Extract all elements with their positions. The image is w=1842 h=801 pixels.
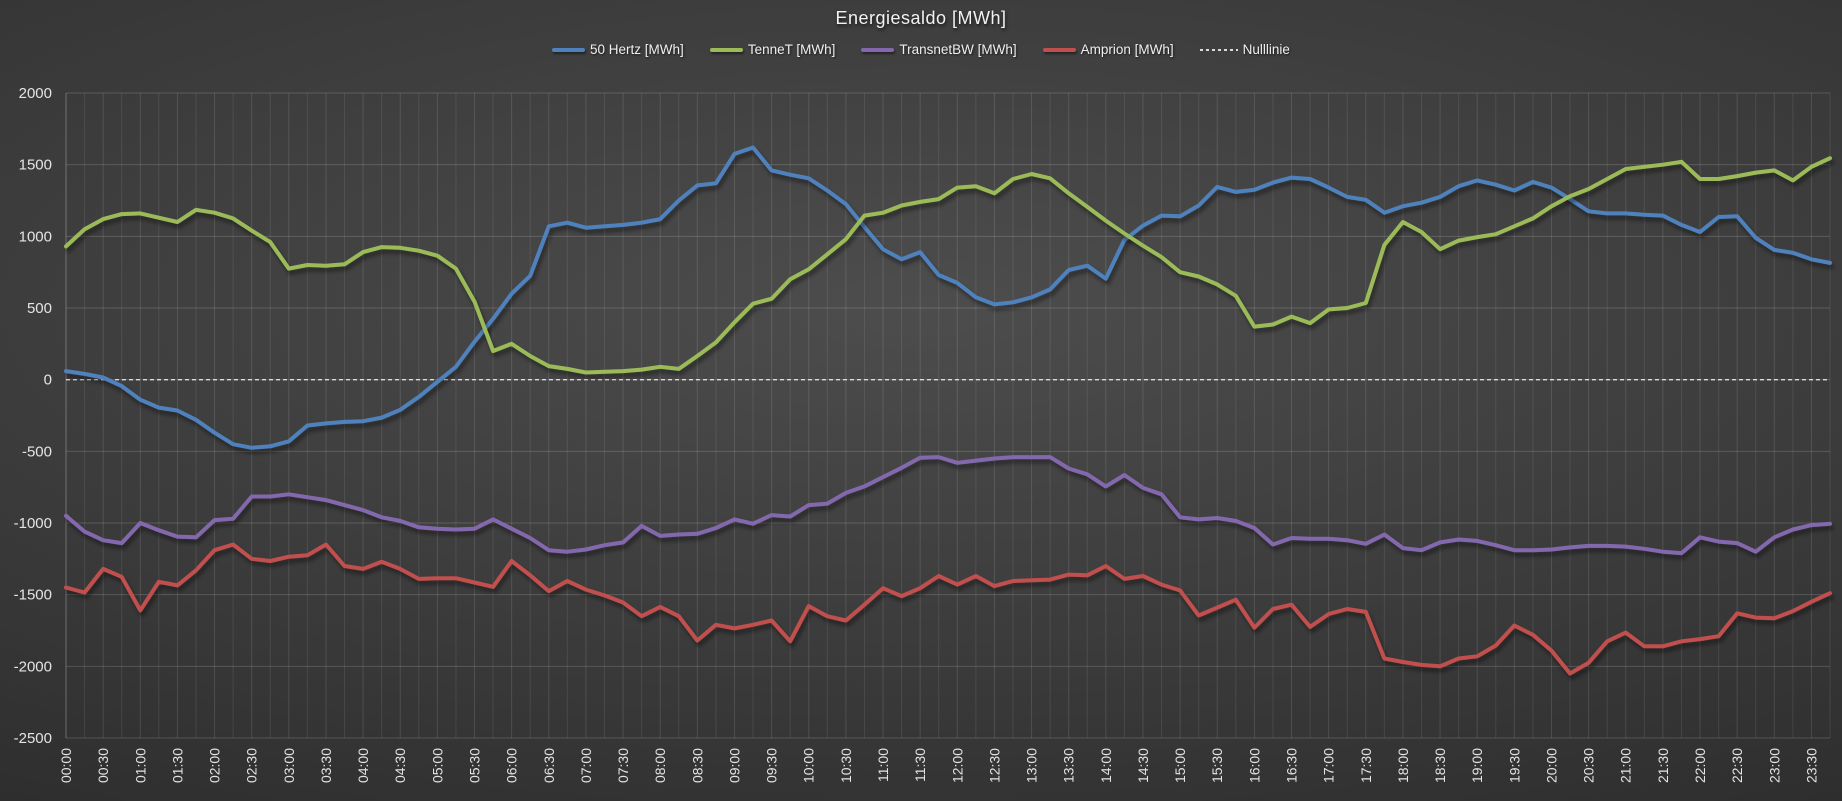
- y-tick-label: -1500: [14, 587, 52, 604]
- y-tick-label: 1500: [19, 157, 52, 174]
- x-tick-label: 09:30: [764, 748, 780, 783]
- x-tick-label: 22:30: [1729, 748, 1745, 783]
- x-tick-label: 10:30: [838, 748, 854, 783]
- x-tick-label: 17:30: [1358, 748, 1374, 783]
- chart-legend: 50 Hertz [MWh] TenneT [MWh] TransnetBW […: [0, 42, 1842, 57]
- legend-swatch-tennet-icon: [709, 47, 743, 52]
- x-tick-label: 19:30: [1506, 748, 1522, 783]
- x-tick-label: 03:00: [281, 748, 297, 783]
- horizontal-gridlines: [66, 92, 1830, 739]
- vertical-gridlines: [65, 93, 1831, 738]
- x-tick-label: 08:30: [689, 748, 705, 783]
- y-tick-label: 500: [27, 300, 52, 317]
- x-tick-label: 14:30: [1135, 748, 1151, 783]
- x-tick-label: 14:00: [1098, 748, 1114, 783]
- x-tick-label: 06:00: [504, 748, 520, 783]
- series-line-amprion-mwh-: [64, 542, 1832, 676]
- x-tick-label: 21:30: [1655, 748, 1671, 783]
- x-tick-label: 22:00: [1692, 748, 1708, 783]
- x-tick-label: 02:00: [207, 748, 223, 783]
- legend-label-transnetbw: TransnetBW [MWh]: [899, 42, 1017, 57]
- x-axis-labels: 00:00 00:30 01:00 01:30 02:00 02:30 03:00 03:30…: [58, 748, 1819, 783]
- y-tick-label: 2000: [19, 85, 52, 102]
- x-tick-label: 12:30: [986, 748, 1002, 783]
- legend-item-transnetbw: TransnetBW [MWh]: [861, 42, 1017, 57]
- x-tick-label: 12:00: [949, 748, 965, 783]
- x-tick-label: 20:00: [1543, 748, 1559, 783]
- chart-title: Energiesaldo [MWh]: [835, 8, 1007, 28]
- legend-label-amprion: Amprion [MWh]: [1080, 42, 1174, 57]
- y-axis-labels: 2000 1500 1000 500 0 -500 -1000 -1500 -2000 -2500: [14, 85, 52, 747]
- x-tick-label: 00:00: [58, 748, 74, 783]
- legend-item-nulllinie: Nulllinie: [1199, 42, 1290, 57]
- legend-item-amprion: Amprion [MWh]: [1042, 42, 1174, 57]
- x-tick-label: 10:00: [801, 748, 817, 783]
- x-tick-label: 05:30: [467, 748, 483, 783]
- series-line-50-hertz-mwh-: [64, 145, 1832, 450]
- x-tick-label: 01:30: [169, 748, 185, 783]
- legend-label-nulllinie: Nulllinie: [1242, 42, 1290, 57]
- x-tick-label: 09:00: [726, 748, 742, 783]
- legend-swatch-transnetbw-icon: [861, 47, 895, 52]
- x-tick-label: 04:30: [392, 748, 408, 783]
- x-tick-label: 07:30: [615, 748, 631, 783]
- x-tick-label: 11:30: [912, 748, 928, 782]
- x-tick-label: 08:00: [652, 748, 668, 783]
- y-tick-label: 0: [44, 372, 52, 389]
- x-tick-label: 21:00: [1618, 748, 1634, 783]
- legend-label-50hertz: 50 Hertz [MWh]: [590, 42, 684, 57]
- x-tick-label: 11:00: [875, 748, 891, 782]
- x-tick-label: 15:30: [1209, 748, 1225, 783]
- x-tick-label: 15:00: [1172, 748, 1188, 783]
- x-tick-label: 19:00: [1469, 748, 1485, 783]
- legend-item-tennet: TenneT [MWh]: [709, 42, 836, 57]
- series-line-transnetbw-mwh-: [64, 455, 1832, 556]
- x-tick-label: 16:30: [1284, 748, 1300, 783]
- y-tick-label: -2000: [14, 658, 52, 675]
- y-tick-label: -2500: [14, 730, 52, 747]
- x-tick-label: 02:30: [244, 748, 260, 783]
- x-tick-label: 23:00: [1766, 748, 1782, 783]
- series-line-tennet-mwh-: [64, 156, 1832, 375]
- legend-label-tennet: TenneT [MWh]: [747, 42, 836, 57]
- x-tick-label: 01:00: [132, 748, 148, 783]
- x-tick-label: 18:00: [1395, 748, 1411, 783]
- x-tick-label: 18:30: [1432, 748, 1448, 783]
- x-tick-label: 06:30: [541, 748, 557, 783]
- legend-swatch-amprion-icon: [1042, 47, 1076, 52]
- x-tick-label: 04:00: [355, 748, 371, 783]
- legend-swatch-nulllinie-icon: [1199, 48, 1238, 51]
- x-tick-label: 03:30: [318, 748, 334, 783]
- series-lines: [64, 145, 1832, 676]
- x-tick-label: 23:30: [1803, 748, 1819, 783]
- x-tick-label: 16:00: [1246, 748, 1262, 783]
- x-tick-label: 00:30: [95, 748, 111, 783]
- x-tick-label: 05:00: [429, 748, 445, 783]
- y-tick-label: -500: [22, 443, 52, 460]
- x-tick-label: 17:00: [1321, 748, 1337, 783]
- y-tick-label: -1000: [14, 515, 52, 532]
- legend-item-50hertz: 50 Hertz [MWh]: [552, 42, 684, 57]
- x-tick-label: 13:00: [1024, 748, 1040, 783]
- x-tick-label: 20:30: [1581, 748, 1597, 783]
- y-tick-label: 1000: [19, 228, 52, 245]
- legend-swatch-50hertz-icon: [552, 47, 586, 52]
- x-tick-label: 07:00: [578, 748, 594, 783]
- x-tick-label: 13:30: [1061, 748, 1077, 783]
